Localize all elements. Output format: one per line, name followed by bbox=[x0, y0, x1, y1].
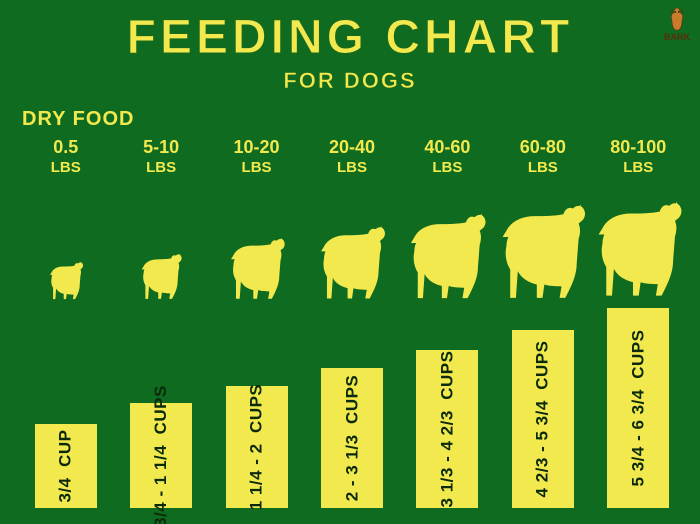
dog-silhouette bbox=[113, 182, 208, 300]
dog-silhouette bbox=[400, 182, 495, 300]
bar-label: 4 2/3 - 5 3/4 CUPS bbox=[533, 341, 553, 498]
bar: 4 2/3 - 5 3/4 CUPS bbox=[512, 330, 574, 508]
chart-canvas: BARK FEEDING CHART FOR DOGS DRY FOOD 0.5… bbox=[0, 0, 700, 524]
bar: 3 1/3 - 4 2/3 CUPS bbox=[416, 350, 478, 508]
weight-range: 0.5 bbox=[18, 136, 113, 159]
chart-column: 80-100 LBS 5 3/4 - 6 3/4 CUPS bbox=[591, 136, 686, 508]
bar-label: 3/4 - 1 1/4 CUPS bbox=[151, 385, 171, 524]
dog-silhouette bbox=[18, 182, 113, 300]
weight-range: 10-20 bbox=[209, 136, 304, 159]
weight-label: 60-80 LBS bbox=[495, 136, 590, 177]
weight-unit: LBS bbox=[209, 159, 304, 178]
bar-label: 3 1/3 - 4 2/3 CUPS bbox=[437, 351, 457, 508]
chart-column: 5-10 LBS 3/4 - 1 1/4 CUPS bbox=[113, 136, 208, 508]
weight-unit: LBS bbox=[113, 159, 208, 178]
weight-label: 5-10 LBS bbox=[113, 136, 208, 177]
weight-label: 10-20 LBS bbox=[209, 136, 304, 177]
bar-label: 2 - 3 1/3 CUPS bbox=[342, 375, 362, 502]
weight-range: 60-80 bbox=[495, 136, 590, 159]
weight-unit: LBS bbox=[18, 159, 113, 178]
columns-container: 0.5 LBS 3/4 CUP 5-10 LBS 3/4 - 1 1/4 CUP… bbox=[18, 136, 686, 508]
dog-silhouette bbox=[591, 182, 686, 300]
weight-label: 0.5 LBS bbox=[18, 136, 113, 177]
bar-label: 5 3/4 - 6 3/4 CUPS bbox=[628, 330, 648, 487]
bar-label: 1 1/4 - 2 CUPS bbox=[247, 384, 267, 511]
weight-range: 80-100 bbox=[591, 136, 686, 159]
bar: 1 1/4 - 2 CUPS bbox=[226, 386, 288, 508]
dog-silhouette bbox=[495, 182, 590, 300]
bar: 3/4 - 1 1/4 CUPS bbox=[130, 403, 192, 508]
chart-column: 0.5 LBS 3/4 CUP bbox=[18, 136, 113, 508]
weight-unit: LBS bbox=[304, 159, 399, 178]
chart-subtitle: FOR DOGS bbox=[0, 68, 700, 94]
weight-unit: LBS bbox=[591, 159, 686, 178]
weight-range: 5-10 bbox=[113, 136, 208, 159]
dog-silhouette bbox=[304, 182, 399, 300]
bar: 2 - 3 1/3 CUPS bbox=[321, 368, 383, 508]
section-label: DRY FOOD bbox=[22, 108, 134, 131]
chart-column: 10-20 LBS 1 1/4 - 2 CUPS bbox=[209, 136, 304, 508]
bar-label: 3/4 CUP bbox=[56, 430, 76, 503]
weight-range: 20-40 bbox=[304, 136, 399, 159]
chart-title: FEEDING CHART bbox=[0, 10, 700, 65]
dog-silhouette bbox=[209, 182, 304, 300]
chart-column: 40-60 LBS 3 1/3 - 4 2/3 CUPS bbox=[400, 136, 495, 508]
weight-label: 40-60 LBS bbox=[400, 136, 495, 177]
weight-label: 80-100 LBS bbox=[591, 136, 686, 177]
weight-label: 20-40 LBS bbox=[304, 136, 399, 177]
weight-unit: LBS bbox=[400, 159, 495, 178]
weight-range: 40-60 bbox=[400, 136, 495, 159]
chart-column: 20-40 LBS 2 - 3 1/3 CUPS bbox=[304, 136, 399, 508]
bar: 3/4 CUP bbox=[35, 424, 97, 508]
chart-column: 60-80 LBS 4 2/3 - 5 3/4 CUPS bbox=[495, 136, 590, 508]
weight-unit: LBS bbox=[495, 159, 590, 178]
bar: 5 3/4 - 6 3/4 CUPS bbox=[607, 308, 669, 508]
